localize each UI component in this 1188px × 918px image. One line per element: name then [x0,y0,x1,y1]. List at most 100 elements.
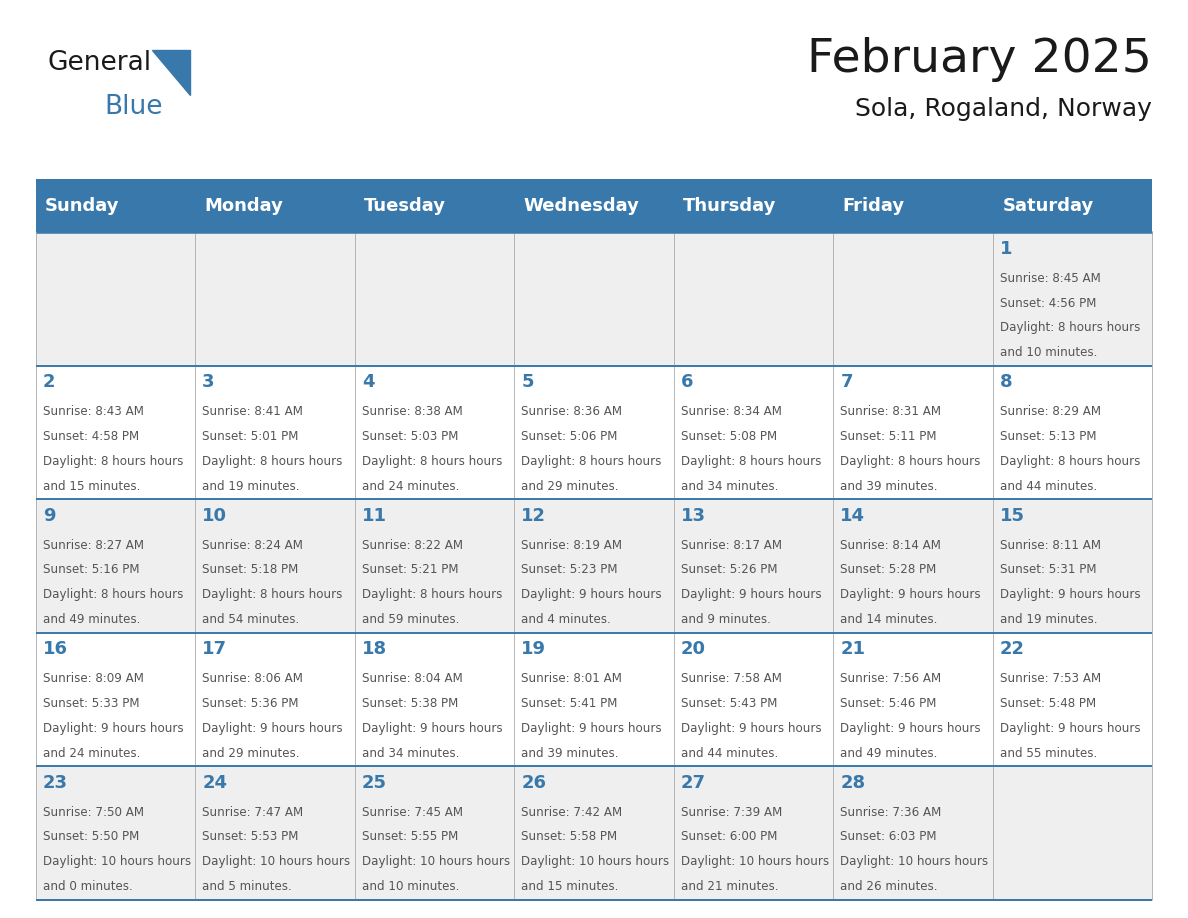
Text: 5: 5 [522,373,533,391]
Text: and 49 minutes.: and 49 minutes. [43,613,140,626]
Text: and 4 minutes.: and 4 minutes. [522,613,611,626]
Text: Daylight: 8 hours hours: Daylight: 8 hours hours [362,588,503,601]
Text: Sunrise: 8:29 AM: Sunrise: 8:29 AM [1000,405,1101,419]
Text: 28: 28 [840,774,866,791]
Text: Sunset: 5:08 PM: Sunset: 5:08 PM [681,430,777,443]
Text: Sunrise: 7:53 AM: Sunrise: 7:53 AM [1000,672,1101,685]
Text: 2: 2 [43,373,56,391]
Text: Sunset: 6:00 PM: Sunset: 6:00 PM [681,831,777,844]
Text: Blue: Blue [105,94,163,119]
Text: 22: 22 [1000,640,1025,658]
Text: 6: 6 [681,373,694,391]
Text: Daylight: 8 hours hours: Daylight: 8 hours hours [1000,454,1140,468]
Polygon shape [152,50,190,95]
Bar [36,232,1152,365]
Text: Daylight: 9 hours hours: Daylight: 9 hours hours [202,722,343,734]
Bar [36,633,1152,767]
Text: Daylight: 9 hours hours: Daylight: 9 hours hours [681,722,822,734]
Text: 19: 19 [522,640,546,658]
Text: Sunset: 5:06 PM: Sunset: 5:06 PM [522,430,618,443]
Text: 15: 15 [1000,507,1025,524]
Text: 4: 4 [362,373,374,391]
Text: Sunset: 5:26 PM: Sunset: 5:26 PM [681,564,777,577]
Text: and 15 minutes.: and 15 minutes. [522,880,619,893]
Text: Sunrise: 7:56 AM: Sunrise: 7:56 AM [840,672,942,685]
Text: Sunrise: 8:19 AM: Sunrise: 8:19 AM [522,539,623,552]
Text: Daylight: 9 hours hours: Daylight: 9 hours hours [1000,722,1140,734]
Text: and 54 minutes.: and 54 minutes. [202,613,299,626]
Text: Daylight: 9 hours hours: Daylight: 9 hours hours [522,588,662,601]
Text: Sunset: 4:56 PM: Sunset: 4:56 PM [1000,297,1097,309]
Text: 18: 18 [362,640,387,658]
Text: Sunrise: 7:36 AM: Sunrise: 7:36 AM [840,806,942,819]
Text: and 19 minutes.: and 19 minutes. [1000,613,1098,626]
Text: and 24 minutes.: and 24 minutes. [43,746,140,759]
Bar [36,499,1152,633]
Text: Sunset: 5:21 PM: Sunset: 5:21 PM [362,564,459,577]
Text: Sunrise: 8:34 AM: Sunrise: 8:34 AM [681,405,782,419]
Text: Sunrise: 7:39 AM: Sunrise: 7:39 AM [681,806,782,819]
Text: Daylight: 8 hours hours: Daylight: 8 hours hours [202,454,342,468]
Text: Daylight: 9 hours hours: Daylight: 9 hours hours [362,722,503,734]
Text: February 2025: February 2025 [808,37,1152,82]
Text: Daylight: 8 hours hours: Daylight: 8 hours hours [362,454,503,468]
Text: and 10 minutes.: and 10 minutes. [362,880,460,893]
Text: 17: 17 [202,640,227,658]
Text: Sunset: 5:58 PM: Sunset: 5:58 PM [522,831,618,844]
Text: and 39 minutes.: and 39 minutes. [522,746,619,759]
Bar [36,365,1152,499]
Text: and 55 minutes.: and 55 minutes. [1000,746,1098,759]
Text: Daylight: 9 hours hours: Daylight: 9 hours hours [43,722,183,734]
Text: Sunrise: 8:41 AM: Sunrise: 8:41 AM [202,405,303,419]
Text: Daylight: 9 hours hours: Daylight: 9 hours hours [1000,588,1140,601]
Text: 23: 23 [43,774,68,791]
Text: and 29 minutes.: and 29 minutes. [522,479,619,493]
Text: Sunrise: 8:27 AM: Sunrise: 8:27 AM [43,539,144,552]
Text: Sunset: 5:46 PM: Sunset: 5:46 PM [840,697,937,710]
Text: Saturday: Saturday [1003,196,1094,215]
Text: and 0 minutes.: and 0 minutes. [43,880,133,893]
Text: Wednesday: Wednesday [524,196,639,215]
Text: Daylight: 8 hours hours: Daylight: 8 hours hours [202,588,342,601]
Text: and 15 minutes.: and 15 minutes. [43,479,140,493]
Text: 20: 20 [681,640,706,658]
Text: Daylight: 10 hours hours: Daylight: 10 hours hours [202,856,350,868]
Text: Friday: Friday [842,196,905,215]
Text: and 29 minutes.: and 29 minutes. [202,746,299,759]
Text: and 39 minutes.: and 39 minutes. [840,479,937,493]
Text: Sunrise: 8:24 AM: Sunrise: 8:24 AM [202,539,303,552]
Text: Sunset: 5:28 PM: Sunset: 5:28 PM [840,564,936,577]
Text: Daylight: 8 hours hours: Daylight: 8 hours hours [1000,321,1140,334]
Text: Sunset: 5:50 PM: Sunset: 5:50 PM [43,831,139,844]
Text: Sunrise: 7:45 AM: Sunrise: 7:45 AM [362,806,463,819]
Text: and 26 minutes.: and 26 minutes. [840,880,937,893]
Text: and 10 minutes.: and 10 minutes. [1000,346,1098,359]
Text: Sunset: 5:43 PM: Sunset: 5:43 PM [681,697,777,710]
Text: 10: 10 [202,507,227,524]
Text: 1: 1 [1000,240,1012,258]
Text: Daylight: 9 hours hours: Daylight: 9 hours hours [522,722,662,734]
Text: Sunrise: 8:17 AM: Sunrise: 8:17 AM [681,539,782,552]
Text: Sunset: 5:11 PM: Sunset: 5:11 PM [840,430,937,443]
Text: Sunrise: 8:01 AM: Sunrise: 8:01 AM [522,672,623,685]
Text: and 24 minutes.: and 24 minutes. [362,479,460,493]
Text: General: General [48,50,152,76]
Text: Sunrise: 8:31 AM: Sunrise: 8:31 AM [840,405,941,419]
Text: Tuesday: Tuesday [365,196,447,215]
Text: Daylight: 8 hours hours: Daylight: 8 hours hours [681,454,821,468]
Text: and 21 minutes.: and 21 minutes. [681,880,778,893]
Text: Monday: Monday [204,196,284,215]
Text: Sunset: 5:33 PM: Sunset: 5:33 PM [43,697,139,710]
Text: Sunset: 5:16 PM: Sunset: 5:16 PM [43,564,139,577]
Text: Sunset: 5:01 PM: Sunset: 5:01 PM [202,430,298,443]
Text: Sunrise: 7:50 AM: Sunrise: 7:50 AM [43,806,144,819]
Text: and 5 minutes.: and 5 minutes. [202,880,292,893]
Text: Daylight: 8 hours hours: Daylight: 8 hours hours [43,588,183,601]
Text: Daylight: 10 hours hours: Daylight: 10 hours hours [681,856,829,868]
Text: Sunrise: 8:06 AM: Sunrise: 8:06 AM [202,672,303,685]
Bar [36,767,1152,900]
Text: Daylight: 10 hours hours: Daylight: 10 hours hours [362,856,510,868]
Text: Daylight: 10 hours hours: Daylight: 10 hours hours [522,856,670,868]
Text: Sunrise: 8:36 AM: Sunrise: 8:36 AM [522,405,623,419]
Text: 26: 26 [522,774,546,791]
